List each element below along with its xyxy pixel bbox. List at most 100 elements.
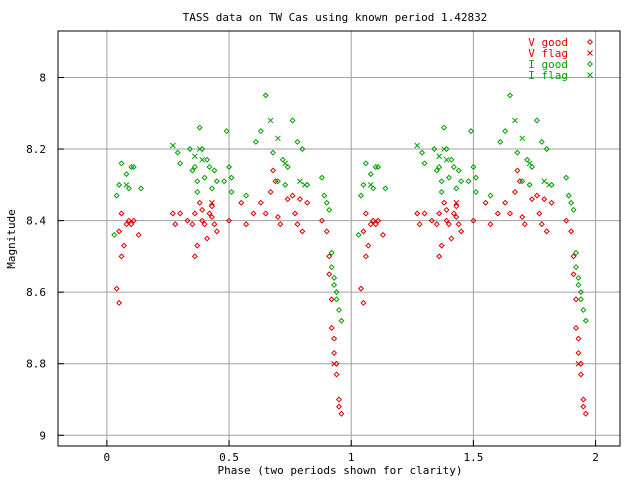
v-good-point: [576, 336, 581, 341]
i-good-point: [447, 175, 452, 180]
v-good-point: [549, 200, 554, 205]
v-good-point: [293, 211, 298, 216]
i-flag-point: [124, 182, 129, 187]
i-good-point: [175, 150, 180, 155]
i-good-point: [320, 175, 325, 180]
plot-frame: [58, 31, 620, 446]
i-good-point: [364, 161, 369, 166]
i-good-point: [329, 265, 334, 270]
v-good-point: [200, 208, 205, 213]
v-good-point: [117, 229, 122, 234]
i-good-point: [422, 161, 427, 166]
v-good-point: [278, 222, 283, 227]
i-good-point: [254, 140, 259, 145]
v-good-point: [173, 222, 178, 227]
v-good-point: [117, 301, 122, 306]
v-good-point: [332, 336, 337, 341]
v-good-point: [415, 211, 420, 216]
grid: [58, 31, 620, 446]
v-good-point: [488, 222, 493, 227]
i-good-point: [139, 186, 144, 191]
v-good-point: [542, 197, 547, 202]
v-good-point: [381, 233, 386, 238]
i-good-point: [334, 297, 339, 302]
i-good-point: [456, 168, 461, 173]
i-flag-point: [520, 136, 525, 141]
v-good-point: [581, 404, 586, 409]
i-good-point: [581, 308, 586, 313]
i-good-point: [215, 179, 220, 184]
i-good-point: [112, 233, 117, 238]
v-good-point: [290, 193, 295, 198]
v-good-point: [444, 208, 449, 213]
i-good-point: [368, 172, 373, 177]
y-tick-label: 8.8: [26, 358, 46, 371]
legend-marker-i-good: [588, 62, 593, 67]
v-good-point: [114, 286, 119, 291]
x-tick-label: 0.5: [219, 451, 239, 464]
v-good-point: [530, 197, 535, 202]
v-good-point: [295, 222, 300, 227]
i-flag-point: [297, 179, 302, 184]
v-good-point: [520, 215, 525, 220]
v-good-point: [540, 222, 545, 227]
i-good-point: [583, 318, 588, 323]
v-good-point: [271, 168, 276, 173]
i-good-point: [295, 140, 300, 145]
v-good-point: [332, 351, 337, 356]
i-good-point: [332, 283, 337, 288]
v-good-point: [197, 200, 202, 205]
i-good-point: [244, 193, 249, 198]
v-good-point: [417, 222, 422, 227]
v-good-point: [190, 222, 195, 227]
v-good-point: [122, 243, 127, 248]
v-good-point: [259, 200, 264, 205]
i-good-point: [574, 265, 579, 270]
i-flag-point: [444, 157, 449, 162]
i-good-point: [210, 186, 215, 191]
v-good-point: [366, 243, 371, 248]
i-good-point: [224, 129, 229, 134]
i-good-point: [222, 179, 227, 184]
v-good-point: [251, 211, 256, 216]
i-good-point: [271, 150, 276, 155]
i-good-point: [322, 193, 327, 198]
i-good-point: [439, 190, 444, 195]
i-flag-point: [283, 161, 288, 166]
i-good-point: [361, 183, 366, 188]
i-good-point: [327, 208, 332, 213]
v-good-point: [442, 200, 447, 205]
v-good-point: [515, 168, 520, 173]
v-good-point: [456, 222, 461, 227]
i-flag-point: [302, 182, 307, 187]
y-tick-label: 9: [39, 429, 46, 442]
v-good-point: [439, 243, 444, 248]
i-good-point: [290, 118, 295, 123]
legend-marker-v-flag: [588, 51, 593, 56]
v-good-point: [327, 272, 332, 277]
v-good-point: [544, 229, 549, 234]
i-good-point: [119, 161, 124, 166]
i-good-point: [114, 193, 119, 198]
v-good-point: [298, 197, 303, 202]
v-good-point: [285, 197, 290, 202]
v-good-point: [581, 397, 586, 402]
v-good-point: [195, 243, 200, 248]
v-good-point: [364, 211, 369, 216]
i-good-point: [498, 140, 503, 145]
i-good-point: [207, 165, 212, 170]
v-good-point: [496, 211, 501, 216]
x-tick-label: 1.5: [463, 451, 483, 464]
i-good-point: [515, 150, 520, 155]
v-good-point: [535, 193, 540, 198]
i-good-point: [324, 200, 329, 205]
i-good-point: [549, 183, 554, 188]
i-good-point: [469, 129, 474, 134]
i-good-point: [527, 183, 532, 188]
tick-labels: 0 0.5 1 1.5 288.28.48.68.89: [26, 72, 599, 464]
i-good-point: [124, 172, 129, 177]
v-good-point: [215, 229, 220, 234]
v-good-point: [361, 301, 366, 306]
i-good-point: [576, 276, 581, 281]
i-flag-point: [170, 143, 175, 148]
